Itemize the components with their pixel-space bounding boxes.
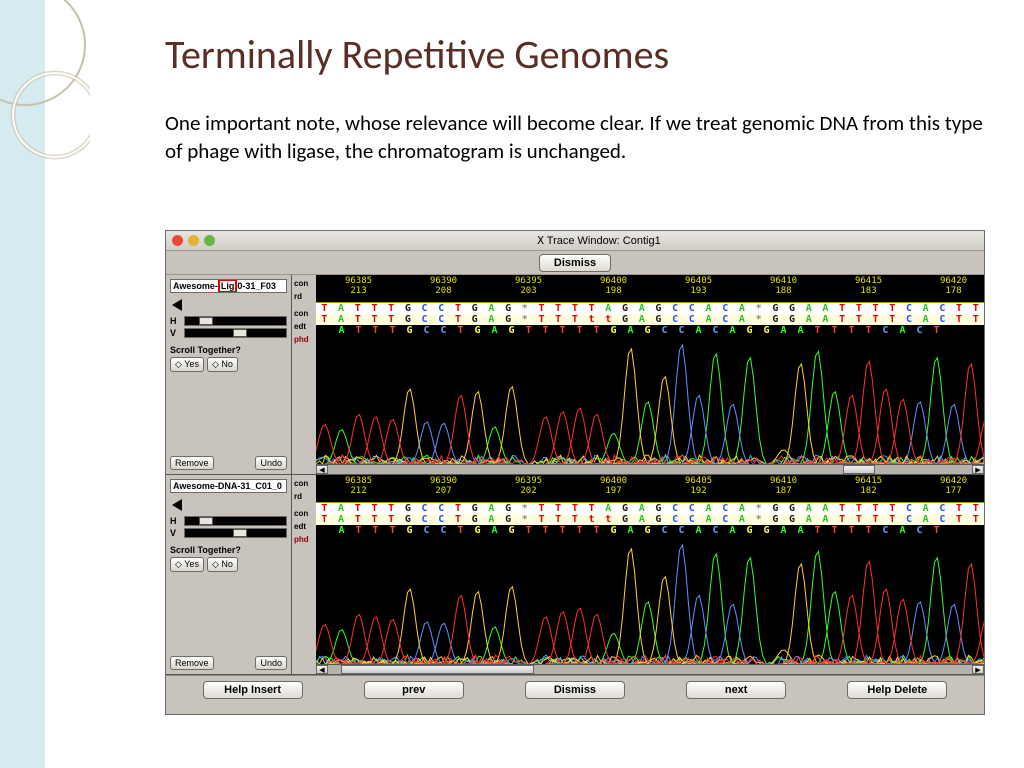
slide-body: One important note, whose relevance will… (165, 109, 985, 166)
scroll-yes-button[interactable]: ◇ Yes (170, 557, 204, 572)
scroll-no-button[interactable]: ◇ No (207, 357, 238, 372)
trace-area[interactable]: 9638521296390207963952029640019796405192… (316, 475, 984, 674)
position-ruler: 9638521296390207963952029640019796405192… (316, 475, 984, 503)
position-ruler: 9638521396390208963952039640019896405193… (316, 275, 984, 303)
sequence-strip: ATTTGCCTGAGTTTTTGAGCCACAGGAATTTTCACT (316, 525, 984, 536)
title-bar[interactable]: X Trace Window: Contig1 (166, 231, 984, 251)
bottom-toolbar: Help Insert prev Dismiss next Help Delete (166, 675, 984, 703)
bottom-prev-button[interactable]: prev (364, 681, 464, 699)
panel-controls: Awesome-DNA-31_C01_0HVScroll Together?◇ … (166, 475, 292, 674)
chromatogram (316, 537, 984, 665)
trace-panel-0: Awesome-Lig0-31_F03HVScroll Together?◇ Y… (166, 275, 984, 475)
minimize-icon[interactable] (188, 235, 199, 246)
trace-window: X Trace Window: Contig1 Dismiss Awesome-… (165, 230, 985, 715)
trace-area[interactable]: 9638521396390208963952039640019896405193… (316, 275, 984, 474)
slide-title: Terminally Repetitive Genomes (165, 30, 985, 79)
remove-button[interactable]: Remove (170, 656, 214, 670)
remove-button[interactable]: Remove (170, 456, 214, 470)
v-slider[interactable] (184, 528, 287, 538)
dismiss-button-top[interactable]: Dismiss (539, 254, 611, 272)
panel-controls: Awesome-Lig0-31_F03HVScroll Together?◇ Y… (166, 275, 292, 474)
hscrollbar[interactable]: ◀▶ (316, 464, 984, 474)
sequence-strip: TATTTGCCTGAG*TTTTAGAGCCACA*GGAATTTTCACTT (316, 503, 984, 514)
row-labels: conrdconedtphd (292, 275, 316, 474)
h-slider[interactable] (184, 316, 287, 326)
sequence-strip: TATTTGCCTGAG*TTTTAGAGCCACA*GGAATTTTCACTT (316, 303, 984, 314)
sequence-strip: TATTTGCCTGAG*TTTttGAGCCACA*GGAATTTTCACTT (316, 514, 984, 525)
trace-panel-1: Awesome-DNA-31_C01_0HVScroll Together?◇ … (166, 475, 984, 675)
scroll-together-label: Scroll Together? (170, 345, 287, 355)
scroll-left-icon[interactable]: ◀ (316, 665, 328, 674)
bottom-dismiss-button[interactable]: Dismiss (525, 681, 625, 699)
window-title: X Trace Window: Contig1 (220, 234, 978, 247)
scroll-no-button[interactable]: ◇ No (207, 557, 238, 572)
hscrollbar[interactable]: ◀▶ (316, 664, 984, 674)
scroll-left-icon[interactable]: ◀ (316, 465, 328, 474)
close-icon[interactable] (172, 235, 183, 246)
scroll-right-icon[interactable]: ▶ (972, 665, 984, 674)
zoom-icon[interactable] (204, 235, 215, 246)
chromatogram (316, 337, 984, 465)
read-name[interactable]: Awesome-Lig0-31_F03 (170, 279, 287, 293)
scroll-right-icon[interactable]: ▶ (972, 465, 984, 474)
bottom-next-button[interactable]: next (686, 681, 786, 699)
v-slider[interactable] (184, 328, 287, 338)
sequence-strip: ATTTGCCTGAGTTTTTGAGCCACAGGAATTTTCACT (316, 325, 984, 336)
read-name[interactable]: Awesome-DNA-31_C01_0 (170, 479, 287, 493)
sequence-strip: TATTTGCCTGAG*TTTttGAGCCACA*GGAATTTTCACTT (316, 314, 984, 325)
h-slider[interactable] (184, 516, 287, 526)
scroll-together-label: Scroll Together? (170, 545, 287, 555)
bottom-help-insert-button[interactable]: Help Insert (203, 681, 303, 699)
slide-decoration (0, 0, 90, 768)
undo-button[interactable]: Undo (255, 656, 287, 670)
bottom-help-delete-button[interactable]: Help Delete (847, 681, 947, 699)
undo-button[interactable]: Undo (255, 456, 287, 470)
row-labels: conrdconedtphd (292, 475, 316, 674)
nav-left-icon[interactable] (172, 299, 182, 311)
nav-left-icon[interactable] (172, 499, 182, 511)
scroll-yes-button[interactable]: ◇ Yes (170, 357, 204, 372)
